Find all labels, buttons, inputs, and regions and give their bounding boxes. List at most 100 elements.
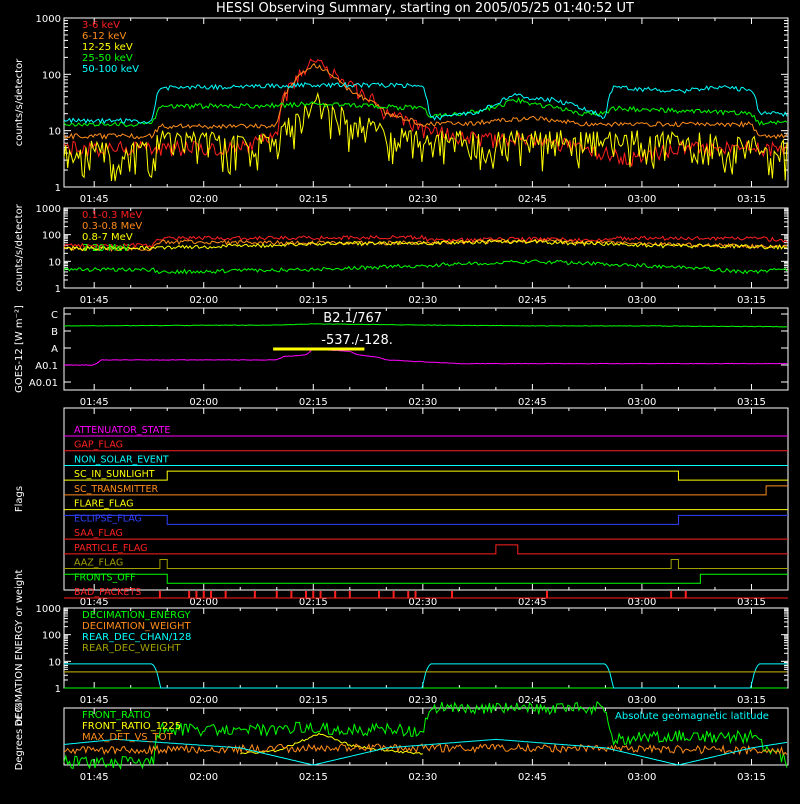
x-tick-label: 02:15 — [299, 295, 328, 306]
legend-entry: 0.8-7 MeV — [82, 232, 133, 243]
series-line-front-ratio-1225 — [240, 732, 423, 755]
x-tick-label: 01:45 — [80, 295, 109, 306]
x-tick-label: 02:00 — [189, 194, 218, 205]
series-line-goes-long — [64, 323, 788, 328]
legend-entry: DECIMATION_ENERGY — [82, 610, 191, 621]
legend-entry: 0.1-0.3 MeV — [82, 210, 142, 221]
legend-entry: 7-20 MeV — [82, 243, 130, 254]
x-tick-label: 02:45 — [518, 772, 547, 783]
x-tick-label: 02:45 — [518, 295, 547, 306]
x-tick-label: 02:30 — [408, 295, 437, 306]
x-tick-label: 02:00 — [189, 295, 218, 306]
series-line-50-100-kev — [63, 81, 788, 125]
x-tick-label: 02:00 — [189, 397, 218, 408]
flag-line — [64, 544, 788, 555]
x-tick-label: 02:45 — [518, 695, 547, 706]
flag-label: ECLIPSE_FLAG — [74, 513, 142, 524]
panel-decimation: 01:45 02:00 02:15 02:30 02:45 03:00 03:15 DECIM… — [14, 569, 789, 726]
x-tick-label: 01:45 — [80, 397, 109, 408]
x-tick-label: 02:30 — [408, 695, 437, 706]
geomagnetic-latitude-label: Absolute geomagnetic latitude — [615, 711, 769, 722]
legend-entry: 25-50 keV — [82, 53, 133, 64]
x-tick-label: 02:30 — [408, 194, 437, 205]
legend-entry: 3-6 keV — [82, 20, 120, 31]
x-tick-label: 02:45 — [518, 597, 547, 608]
panel-hi_energy: 01:45 02:00 02:15 02:30 02:45 03:00 03:15 count… — [14, 203, 789, 306]
flag-label: AAZ_FLAG — [74, 558, 123, 569]
flag-label: BAD_PACKETS — [74, 587, 141, 598]
series-line-12-25-kev — [63, 91, 788, 182]
x-tick-label: 02:45 — [518, 397, 547, 408]
flag-line — [64, 470, 788, 481]
x-tick-label: 03:15 — [737, 695, 766, 706]
x-tick-label: 03:15 — [737, 772, 766, 783]
x-tick-label: 02:45 — [518, 194, 547, 205]
x-tick-label: 02:15 — [299, 772, 328, 783]
panel-frame — [63, 307, 789, 391]
legend-entry: MAX_DET_VS_TOT — [82, 732, 174, 743]
flag-line — [64, 485, 788, 496]
y-tick-label: 1 — [55, 684, 61, 695]
x-tick-label: 02:15 — [299, 695, 328, 706]
y-tick-label: 10 — [48, 127, 61, 138]
y-tick-label: 1 — [55, 183, 61, 194]
x-tick-label: 02:30 — [408, 397, 437, 408]
flag-label: GAP_FLAG — [74, 440, 123, 451]
y-tick-label: 10 — [48, 257, 61, 268]
legend-entry: 12-25 keV — [82, 42, 133, 53]
flag-line — [64, 514, 788, 525]
y-axis-label: counts/s/detector — [14, 203, 25, 291]
x-tick-label: 02:00 — [189, 597, 218, 608]
flare-position-annotation: -537./-128. — [321, 333, 393, 348]
series-line-absolute-geomagnetic-latitude — [63, 738, 788, 766]
series-line-rear-dec-chan-128 — [64, 663, 787, 689]
x-tick-label: 01:45 — [80, 695, 109, 706]
goes-class-annotation: B2.1/767 — [323, 311, 382, 326]
y-tick-label: B — [51, 327, 58, 338]
series-line-3-6-kev — [63, 58, 788, 167]
x-tick-label: 03:00 — [628, 397, 657, 408]
legend-entry: REAR_DEC_WEIGHT — [82, 643, 181, 654]
x-tick-label: 01:45 — [80, 597, 109, 608]
series-line-goes-short — [63, 348, 787, 366]
x-tick-label: 02:15 — [299, 194, 328, 205]
y-tick-label: 100 — [42, 70, 61, 81]
x-tick-label: 02:30 — [408, 597, 437, 608]
x-tick-label: 03:00 — [628, 695, 657, 706]
legend-entry: 6-12 keV — [82, 31, 126, 42]
y-tick-label: A0.01 — [29, 378, 58, 389]
plot-title: HESSI Observing Summary, starting on 200… — [216, 1, 634, 16]
flag-label: FLARE_FLAG — [74, 499, 134, 510]
legend-entry: FRONT_RATIO — [82, 710, 151, 721]
panel-frame — [63, 17, 789, 188]
legend-entry: REAR_DEC_CHAN/128 — [82, 632, 191, 643]
legend-entry: 0.3-0.8 MeV — [82, 221, 142, 232]
y-axis-label: counts/s/detector — [14, 58, 25, 146]
flag-line — [64, 559, 788, 570]
series-line-front-ratio — [63, 700, 788, 771]
x-tick-label: 03:15 — [737, 597, 766, 608]
panel-goes: 01:45 02:00 02:15 02:30 02:45 03:00 03:15 GOES-… — [14, 305, 789, 408]
x-tick-label: 01:45 — [80, 194, 109, 205]
y-tick-label: 1000 — [36, 204, 61, 215]
x-tick-label: 03:15 — [737, 194, 766, 205]
panel-frame — [63, 707, 789, 766]
y-tick-label: C — [51, 310, 58, 321]
x-tick-label: 03:00 — [628, 194, 657, 205]
flag-label: PARTICLE_FLAG — [74, 543, 147, 554]
x-tick-label: 02:00 — [189, 695, 218, 706]
legend-entry: 50-100 keV — [82, 64, 139, 75]
flag-label: SC_IN_SUNLIGHT — [74, 469, 155, 480]
y-tick-label: 1000 — [36, 14, 61, 25]
series-line-6-12-kev — [63, 62, 788, 140]
series-line-25-50-kev — [63, 96, 788, 128]
flag-label: SC_TRANSMITTER — [74, 484, 159, 495]
x-tick-label: 03:15 — [737, 397, 766, 408]
y-tick-label: 10 — [48, 657, 61, 668]
flag-label: SAA_FLAG — [74, 528, 123, 539]
y-axis-label: GOES-12 [W m⁻²] — [14, 305, 25, 393]
y-axis-label: Flags — [14, 486, 25, 512]
panel-frame — [63, 407, 789, 591]
y-tick-label: 100 — [42, 231, 61, 242]
